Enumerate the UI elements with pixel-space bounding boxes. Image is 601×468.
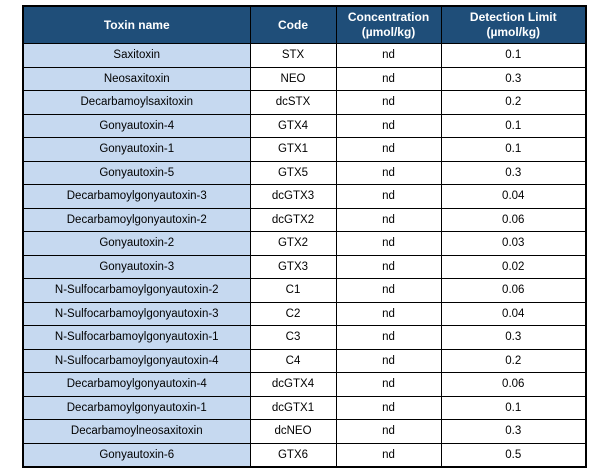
concentration-cell: nd — [335, 278, 442, 303]
table-row: Gonyautoxin-4 GTX4 nd 0.1 — [22, 113, 587, 138]
toxin-name-cell: N-Sulfocarbamoylgonyautoxin-4 — [22, 348, 251, 373]
table-row: Saxitoxin STX nd 0.1 — [22, 43, 587, 68]
detection-limit-cell: 0.02 — [440, 254, 587, 279]
code-cell: GTX4 — [249, 113, 337, 138]
header-row: Toxin name Code Concentration (µmol/kg) … — [22, 5, 587, 44]
concentration-cell: nd — [335, 348, 442, 373]
concentration-cell: nd — [335, 160, 442, 185]
toxin-name-cell: N-Sulfocarbamoylgonyautoxin-3 — [22, 301, 251, 326]
concentration-cell: nd — [335, 66, 442, 91]
column-header-toxin-name: Toxin name — [22, 5, 251, 44]
detection-limit-cell: 0.2 — [440, 348, 587, 373]
table-body: Saxitoxin STX nd 0.1 Neosaxitoxin NEO nd… — [22, 43, 587, 468]
code-cell: dcGTX3 — [249, 184, 337, 209]
toxin-name-cell: Decarbamoylgonyautoxin-3 — [22, 184, 251, 209]
code-cell: C4 — [249, 348, 337, 373]
toxin-name-cell: Gonyautoxin-1 — [22, 137, 251, 162]
toxin-table: Toxin name Code Concentration (µmol/kg) … — [22, 5, 587, 468]
concentration-cell: nd — [335, 372, 442, 397]
table-row: Decarbamoylneosaxitoxin dcNEO nd 0.3 — [22, 419, 587, 444]
code-cell: C2 — [249, 301, 337, 326]
detection-limit-cell: 0.3 — [440, 325, 587, 350]
column-header-concentration: Concentration (µmol/kg) — [335, 5, 442, 44]
code-cell: GTX1 — [249, 137, 337, 162]
concentration-cell: nd — [335, 90, 442, 115]
detection-limit-cell: 0.1 — [440, 43, 587, 68]
table-row: Decarbamoylsaxitoxin dcSTX nd 0.2 — [22, 90, 587, 115]
detection-limit-cell: 0.1 — [440, 395, 587, 420]
toxin-name-cell: Gonyautoxin-6 — [22, 442, 251, 468]
detection-limit-cell: 0.3 — [440, 66, 587, 91]
code-cell: dcNEO — [249, 419, 337, 444]
toxin-name-cell: Gonyautoxin-2 — [22, 231, 251, 256]
detection-limit-cell: 0.04 — [440, 184, 587, 209]
code-cell: C1 — [249, 278, 337, 303]
detection-limit-cell: 0.06 — [440, 207, 587, 232]
table-row: Gonyautoxin-2 GTX2 nd 0.03 — [22, 231, 587, 256]
detection-limit-cell: 0.03 — [440, 231, 587, 256]
toxin-name-cell: Gonyautoxin-4 — [22, 113, 251, 138]
table-row: Decarbamoylgonyautoxin-2 dcGTX2 nd 0.06 — [22, 207, 587, 232]
code-cell: GTX6 — [249, 442, 337, 468]
detection-limit-cell: 0.5 — [440, 442, 587, 468]
table-row: Gonyautoxin-1 GTX1 nd 0.1 — [22, 137, 587, 162]
code-cell: dcGTX2 — [249, 207, 337, 232]
toxin-name-cell: Decarbamoylgonyautoxin-4 — [22, 372, 251, 397]
concentration-cell: nd — [335, 325, 442, 350]
concentration-cell: nd — [335, 301, 442, 326]
code-cell: GTX3 — [249, 254, 337, 279]
code-cell: STX — [249, 43, 337, 68]
concentration-cell: nd — [335, 395, 442, 420]
concentration-cell: nd — [335, 184, 442, 209]
toxin-name-cell: Saxitoxin — [22, 43, 251, 68]
toxin-name-cell: Decarbamoylgonyautoxin-2 — [22, 207, 251, 232]
table-row: Gonyautoxin-6 GTX6 nd 0.5 — [22, 442, 587, 468]
toxin-name-cell: Decarbamoylsaxitoxin — [22, 90, 251, 115]
toxin-name-cell: N-Sulfocarbamoylgonyautoxin-2 — [22, 278, 251, 303]
toxin-name-cell: Decarbamoylgonyautoxin-1 — [22, 395, 251, 420]
detection-limit-cell: 0.06 — [440, 278, 587, 303]
table-row: N-Sulfocarbamoylgonyautoxin-3 C2 nd 0.04 — [22, 301, 587, 326]
toxin-name-cell: Neosaxitoxin — [22, 66, 251, 91]
concentration-cell: nd — [335, 43, 442, 68]
column-header-code: Code — [249, 5, 337, 44]
detection-limit-cell: 0.3 — [440, 160, 587, 185]
table-row: Decarbamoylgonyautoxin-1 dcGTX1 nd 0.1 — [22, 395, 587, 420]
concentration-cell: nd — [335, 207, 442, 232]
concentration-cell: nd — [335, 254, 442, 279]
detection-limit-cell: 0.06 — [440, 372, 587, 397]
detection-limit-cell: 0.1 — [440, 137, 587, 162]
table-header: Toxin name Code Concentration (µmol/kg) … — [22, 5, 587, 44]
code-cell: dcGTX4 — [249, 372, 337, 397]
table-row: N-Sulfocarbamoylgonyautoxin-4 C4 nd 0.2 — [22, 348, 587, 373]
code-cell: GTX5 — [249, 160, 337, 185]
toxin-name-cell: Decarbamoylneosaxitoxin — [22, 419, 251, 444]
table-row: Decarbamoylgonyautoxin-4 dcGTX4 nd 0.06 — [22, 372, 587, 397]
code-cell: dcGTX1 — [249, 395, 337, 420]
code-cell: GTX2 — [249, 231, 337, 256]
code-cell: C3 — [249, 325, 337, 350]
column-header-detection-limit: Detection Limit (µmol/kg) — [440, 5, 587, 44]
detection-limit-cell: 0.3 — [440, 419, 587, 444]
table-row: N-Sulfocarbamoylgonyautoxin-1 C3 nd 0.3 — [22, 325, 587, 350]
table-row: Gonyautoxin-3 GTX3 nd 0.02 — [22, 254, 587, 279]
concentration-cell: nd — [335, 419, 442, 444]
concentration-cell: nd — [335, 113, 442, 138]
detection-limit-cell: 0.2 — [440, 90, 587, 115]
table-row: Decarbamoylgonyautoxin-3 dcGTX3 nd 0.04 — [22, 184, 587, 209]
concentration-cell: nd — [335, 231, 442, 256]
toxin-name-cell: Gonyautoxin-5 — [22, 160, 251, 185]
toxin-name-cell: Gonyautoxin-3 — [22, 254, 251, 279]
code-cell: dcSTX — [249, 90, 337, 115]
code-cell: NEO — [249, 66, 337, 91]
table-row: N-Sulfocarbamoylgonyautoxin-2 C1 nd 0.06 — [22, 278, 587, 303]
detection-limit-cell: 0.04 — [440, 301, 587, 326]
table-row: Gonyautoxin-5 GTX5 nd 0.3 — [22, 160, 587, 185]
toxin-name-cell: N-Sulfocarbamoylgonyautoxin-1 — [22, 325, 251, 350]
table-row: Neosaxitoxin NEO nd 0.3 — [22, 66, 587, 91]
detection-limit-cell: 0.1 — [440, 113, 587, 138]
concentration-cell: nd — [335, 442, 442, 468]
concentration-cell: nd — [335, 137, 442, 162]
